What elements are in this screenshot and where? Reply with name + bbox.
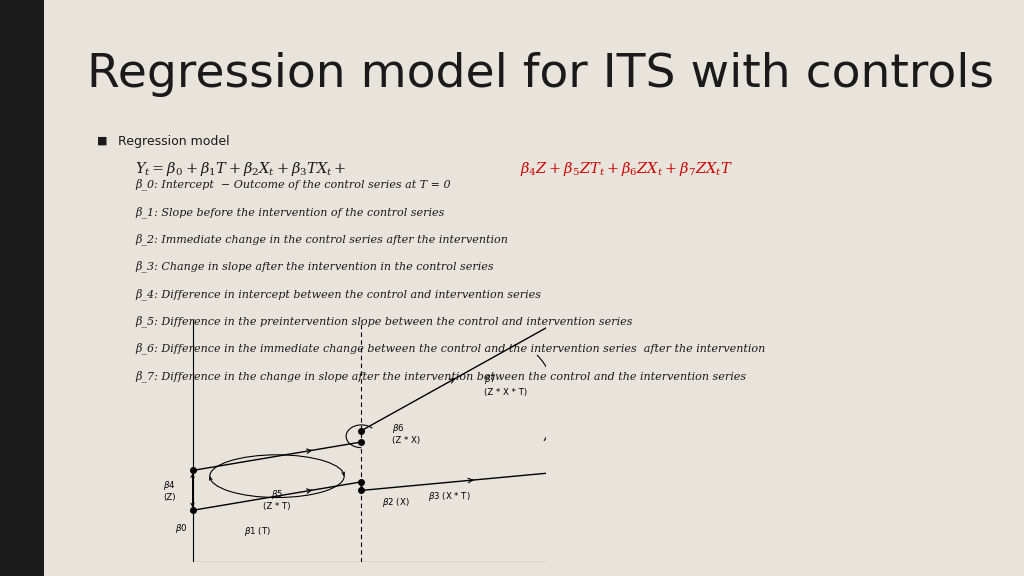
Text: β_7: Difference in the change in slope after the intervention between the contro: β_7: Difference in the change in slope a… xyxy=(135,370,746,382)
Point xyxy=(353,437,370,446)
Text: Regression model: Regression model xyxy=(118,135,229,149)
Point xyxy=(353,478,370,487)
Text: $\beta 0$: $\beta 0$ xyxy=(175,522,187,535)
Text: β_1: Slope before the intervention of the control series: β_1: Slope before the intervention of th… xyxy=(135,206,444,218)
Bar xyxy=(0,0,44,576)
Point xyxy=(184,466,201,475)
Text: β_5: Difference in the preintervention slope between the control and interventio: β_5: Difference in the preintervention s… xyxy=(135,316,633,327)
Text: $\beta 1$ (T): $\beta 1$ (T) xyxy=(245,525,271,537)
Point xyxy=(184,506,201,515)
Text: $\beta 3$ (X * T): $\beta 3$ (X * T) xyxy=(428,490,471,503)
Text: $\beta_4 Z + \beta_5 Z T_t + \beta_6 Z X_t + \beta_7 Z X_t T$: $\beta_4 Z + \beta_5 Z T_t + \beta_6 Z X… xyxy=(520,160,733,178)
Text: β_4: Difference in intercept between the control and intervention series: β_4: Difference in intercept between the… xyxy=(135,288,541,300)
Text: β_3: Change in slope after the intervention in the control series: β_3: Change in slope after the intervent… xyxy=(135,261,494,272)
Point xyxy=(353,426,370,435)
Text: β_6: Difference in the immediate change between the control and the intervention: β_6: Difference in the immediate change … xyxy=(135,343,765,354)
Text: $\beta 5$
(Z * T): $\beta 5$ (Z * T) xyxy=(263,487,291,511)
Text: β_2: Immediate change in the control series after the intervention: β_2: Immediate change in the control ser… xyxy=(135,233,508,245)
Text: $Y_t = \beta_0 + \beta_1 T + \beta_2 X_t + \beta_3 T X_t + $: $Y_t = \beta_0 + \beta_1 T + \beta_2 X_t… xyxy=(135,160,347,178)
Text: $\beta 2$ (X): $\beta 2$ (X) xyxy=(382,496,410,509)
Text: $\beta 4$
(Z): $\beta 4$ (Z) xyxy=(163,479,176,502)
Text: β_0: Intercept  − Outcome of the control series at T = 0: β_0: Intercept − Outcome of the control … xyxy=(135,179,451,190)
Point xyxy=(353,486,370,495)
Text: ■: ■ xyxy=(97,135,108,145)
Text: Regression model for ITS with controls: Regression model for ITS with controls xyxy=(87,52,994,97)
Text: $\beta 7$
(Z * X * T): $\beta 7$ (Z * X * T) xyxy=(484,373,527,397)
Text: $\beta 6$
(Z * X): $\beta 6$ (Z * X) xyxy=(392,422,420,445)
